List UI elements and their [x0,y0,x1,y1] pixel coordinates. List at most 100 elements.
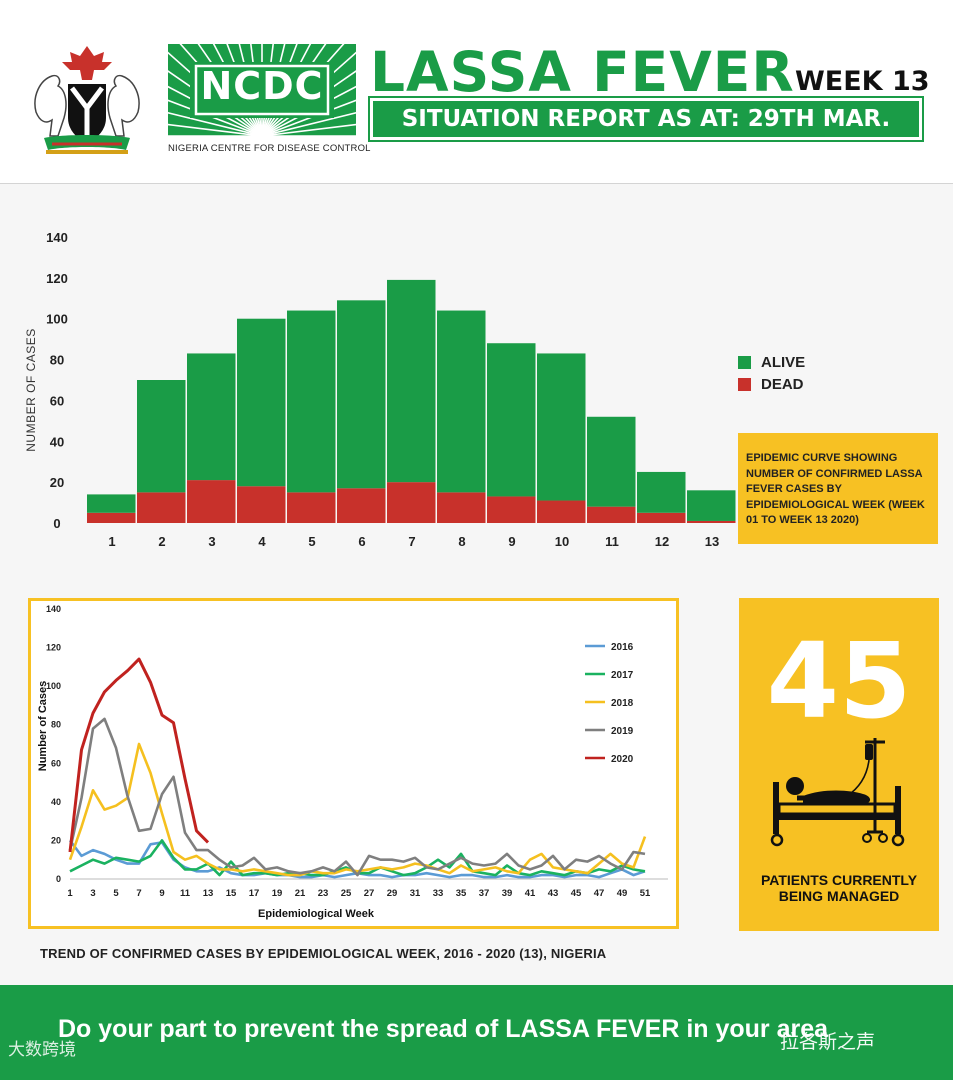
sunburst-icon [168,44,356,136]
sunburst-ray [261,123,356,136]
epi-y-axis-label: NUMBER OF CASES [24,328,38,452]
bar-alive [437,310,486,493]
bar-alive [487,343,536,497]
bar-dead [87,512,136,523]
epi-y-tick-label: 20 [50,475,64,490]
bar-alive [137,380,186,493]
situation-report-banner: SITUATION REPORT AS AT: 29TH MAR. 2020 [368,96,924,168]
trend-line-2018 [68,742,647,877]
trend-x-tick-label: 29 [387,888,398,899]
ncdc-full-name: NIGERIA CENTRE FOR DISEASE CONTROL [168,143,371,154]
trend-y-tick-label: 60 [51,758,61,768]
week-label: WEEK 13 [795,66,930,97]
footer-message: Do your part to prevent the spread of LA… [58,1015,829,1043]
trend-legend-label-2018: 2018 [611,698,634,709]
trend-x-tick-label: 43 [548,888,559,899]
coat-of-arms-icon [34,46,140,154]
trend-legend-label-2019: 2019 [611,726,634,737]
bar-dead [487,496,536,523]
trend-x-tick-label: 11 [180,888,191,899]
trend-x-tick-label: 41 [525,888,536,899]
bar-alive [387,279,436,483]
epi-y-tick-label: 120 [46,271,68,286]
trend-x-tick-label: 17 [249,888,260,899]
trend-chart-frame: 0 20 40 60 80 100 120 140 1 3 5 7 9 11 13 15 17 19 21 23 25 2… [28,598,679,929]
patients-count: 45 [766,620,912,742]
trend-x-tick-label: 15 [226,888,237,899]
bar-dead [537,500,586,523]
bar-dead [387,482,436,523]
bar-dead [437,492,486,523]
bar-alive [637,471,686,513]
trend-line-2019 [68,717,646,877]
bar-dead [287,492,336,523]
epi-y-tick-label: 0 [53,516,60,531]
trend-x-tick-label: 13 [203,888,214,899]
bar-dead [187,480,236,523]
trend-x-tick-label: 9 [159,888,164,899]
bar-alive [587,416,636,507]
watermark-left: 大数跨境 [8,1040,76,1059]
page-title: LASSA FEVER [370,40,795,104]
bar-dead [137,492,186,523]
trend-x-tick-label: 1 [67,888,73,899]
ncdc-short-name: NCDC [200,64,324,108]
epi-x-tick-label: 7 [408,534,415,549]
bar-alive [537,353,586,501]
sunburst-ray [168,123,263,136]
trend-chart-caption: TREND OF CONFIRMED CASES BY EPIDEMIOLOGI… [40,946,607,961]
ncdc-logo: NCDC [168,44,356,136]
trend-y-tick-label: 100 [46,681,61,691]
epi-x-tick-label: 2 [158,534,165,549]
trend-y-tick-label: 0 [56,874,61,884]
trend-y-tick-label: 80 [51,720,61,730]
trend-legend-label-2017: 2017 [611,670,634,681]
bar-alive [187,353,236,481]
epi-x-tick-label: 12 [655,534,669,549]
trend-x-axis-label: Epidemiological Week [258,908,375,920]
epi-x-tick-label: 5 [308,534,315,549]
trend-line-2017 [69,839,646,877]
trend-x-tick-label: 35 [456,888,467,899]
bar-dead [337,488,386,523]
epi-y-tick-label: 60 [50,393,64,408]
hospital-bed-icon [770,738,905,847]
epi-legend: ALIVE DEAD [738,354,805,398]
epi-y-tick-label: 100 [46,312,68,327]
trend-x-tick-label: 51 [640,888,651,899]
trend-x-tick-label: 37 [479,888,490,899]
trend-x-tick-label: 27 [364,888,375,899]
bar-dead [687,520,736,523]
trend-x-tick-label: 3 [90,888,95,899]
bar-alive [87,494,136,513]
trend-x-tick-label: 21 [295,888,306,899]
epi-x-tick-label: 13 [705,534,719,549]
bar-alive [287,310,336,493]
patients-label-line2: BEING MANAGED [778,888,900,904]
dead-swatch [738,378,751,391]
bar-alive [337,300,386,489]
trend-x-tick-label: 47 [594,888,605,899]
epi-x-tick-label: 4 [258,534,266,549]
epi-x-tick-label: 1 [108,534,115,549]
legend-item-alive: ALIVE [738,354,805,371]
sunburst-ray [168,112,263,136]
trend-y-tick-label: 20 [51,835,61,845]
trend-y-axis-label: Number of Cases [37,681,49,771]
watermark-right: 拉各斯之声 [780,1032,876,1053]
trend-y-tick-label: 40 [51,797,61,807]
alive-swatch [738,356,751,369]
trend-x-tick-label: 39 [502,888,513,899]
trend-x-tick-label: 49 [617,888,628,899]
bar-dead [637,512,686,523]
epi-x-tick-label: 11 [605,534,619,549]
trend-x-tick-label: 33 [433,888,444,899]
trend-x-tick-label: 45 [571,888,582,899]
trend-x-tick-label: 23 [318,888,329,899]
epi-y-tick-label: 80 [50,353,64,368]
legend-label-dead: DEAD [761,376,804,393]
footer-banner: Do your part to prevent the spread of LA… [0,985,953,1080]
